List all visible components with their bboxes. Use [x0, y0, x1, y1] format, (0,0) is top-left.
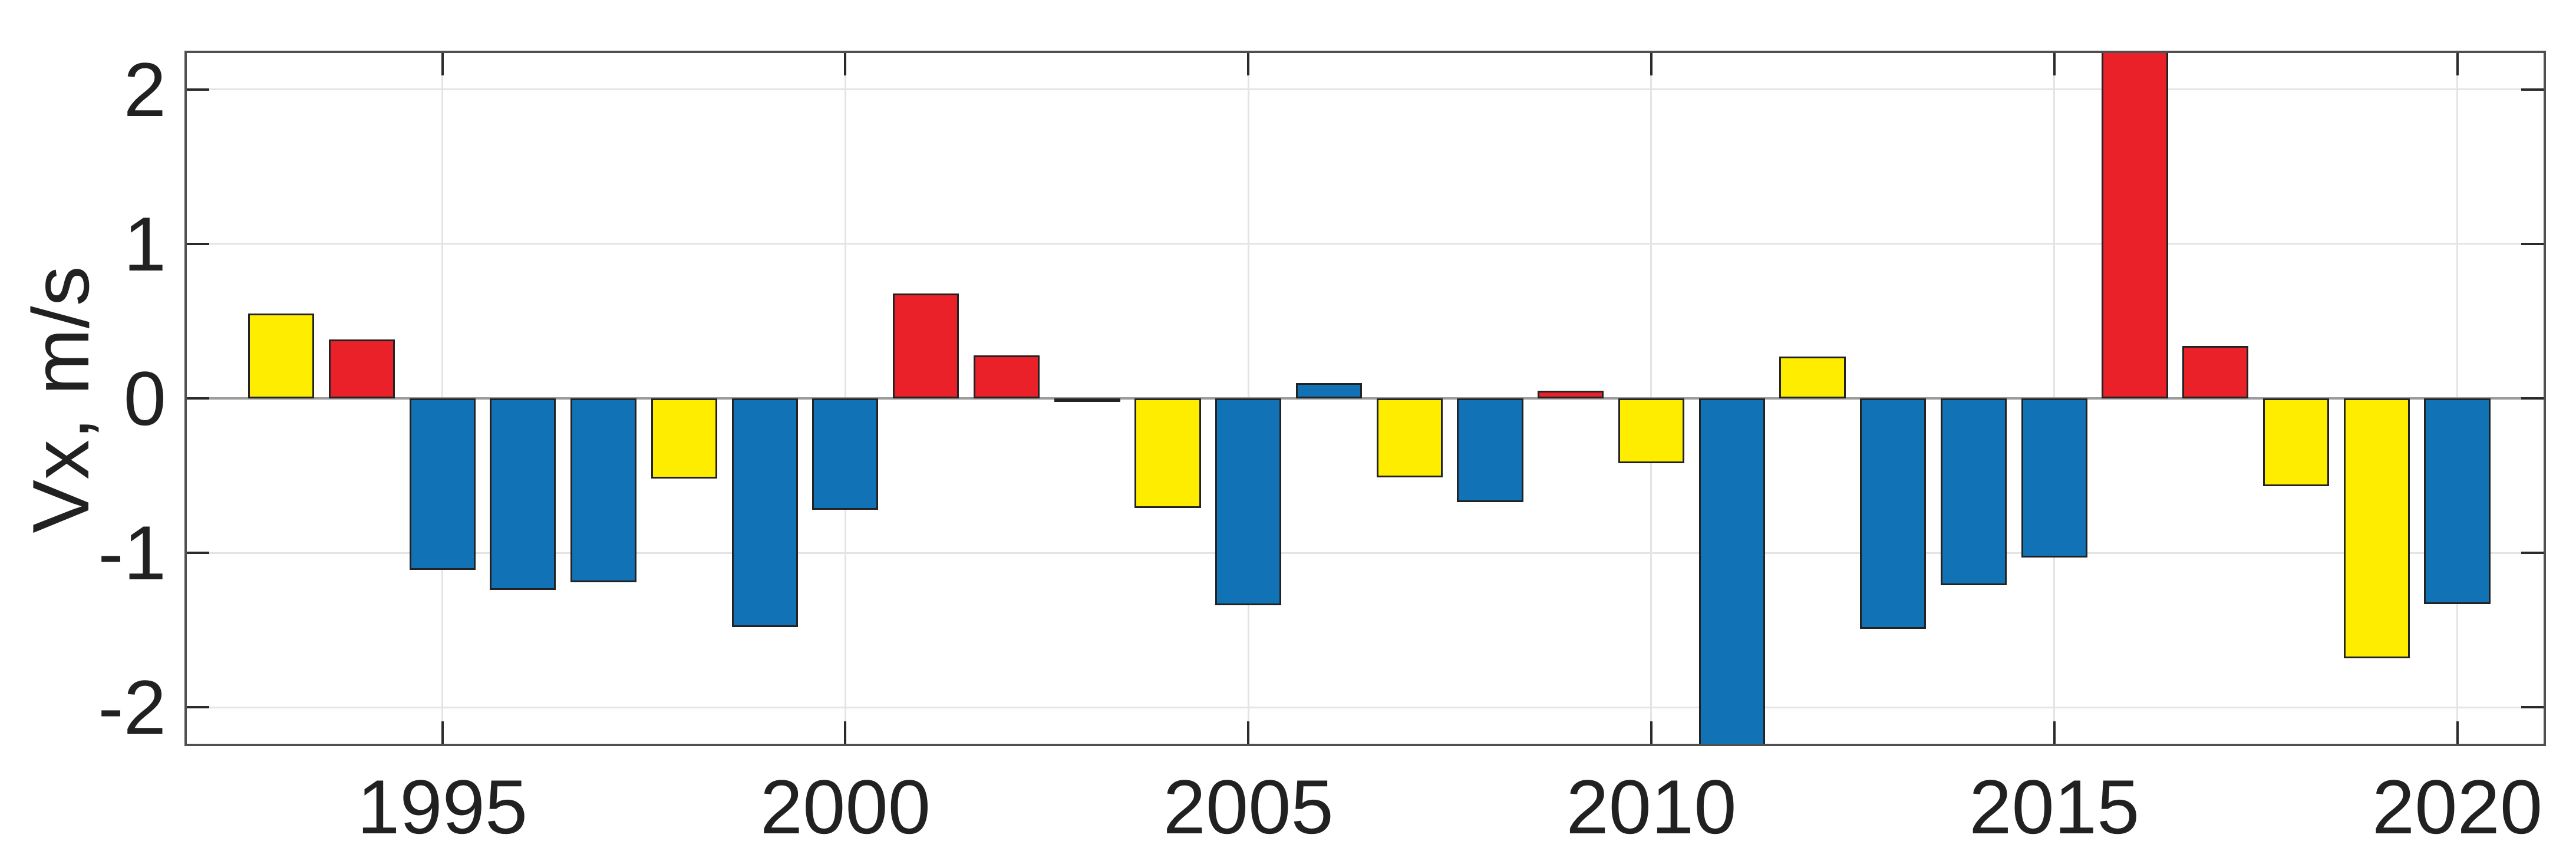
bar-1994: [328, 339, 395, 398]
bar-2012: [1779, 357, 1846, 398]
y-tick-mark-left: [184, 706, 209, 709]
h-gridline: [184, 88, 2546, 91]
y-tick-label: -1: [98, 510, 166, 596]
zero-baseline: [184, 397, 2546, 400]
bar-2001: [893, 293, 959, 398]
y-tick-label: 0: [123, 355, 166, 441]
bar-2011: [1698, 398, 1765, 746]
plot-area: [184, 51, 2546, 746]
y-tick-label: 1: [123, 200, 166, 287]
x-tick-label: 2010: [1566, 764, 1737, 850]
y-tick-label: -2: [98, 664, 166, 751]
x-tick-label: 2000: [760, 764, 931, 850]
bar-2018: [2262, 398, 2330, 487]
bar-1996: [490, 398, 556, 591]
x-tick-mark-top: [1247, 51, 1250, 75]
bar-2008: [1457, 398, 1523, 502]
x-tick-mark-top: [1650, 51, 1653, 75]
y-tick-mark-left: [184, 88, 209, 91]
y-tick-mark-left: [184, 552, 209, 555]
bar-2013: [1860, 398, 1927, 629]
x-tick-mark-bottom: [441, 721, 444, 746]
bar-2002: [973, 355, 1040, 398]
bar-1993: [248, 313, 315, 398]
bar-2007: [1376, 398, 1443, 477]
y-tick-label: 2: [123, 46, 166, 133]
x-tick-label: 2005: [1163, 764, 1334, 850]
y-tick-mark-right: [2521, 706, 2546, 709]
x-tick-mark-top: [2456, 51, 2459, 75]
bar-2004: [1134, 398, 1201, 509]
bar-1997: [570, 398, 637, 583]
bar-1999: [731, 398, 798, 628]
bar-2005: [1215, 398, 1282, 606]
h-gridline: [184, 552, 2546, 554]
bar-2020: [2424, 398, 2491, 604]
y-tick-mark-right: [2521, 552, 2546, 555]
x-tick-mark-bottom: [844, 721, 847, 746]
h-gridline: [184, 706, 2546, 708]
x-tick-mark-bottom: [2456, 721, 2459, 746]
y-tick-mark-right: [2521, 242, 2546, 245]
x-tick-mark-bottom: [1247, 721, 1250, 746]
x-tick-label: 2015: [1969, 764, 2140, 850]
bar-2010: [1618, 398, 1685, 464]
bar-1998: [651, 398, 717, 479]
bar-2014: [1940, 398, 2007, 586]
bar-2017: [2182, 345, 2249, 398]
y-tick-mark-left: [184, 242, 209, 245]
bar-2009: [1538, 390, 1604, 398]
x-tick-mark-bottom: [2053, 721, 2056, 746]
x-tick-mark-top: [844, 51, 847, 75]
y-tick-mark-left: [184, 397, 209, 400]
bar-1995: [409, 398, 476, 570]
bar-2019: [2343, 398, 2410, 658]
y-tick-mark-right: [2521, 397, 2546, 400]
h-gridline: [184, 243, 2546, 245]
x-tick-mark-bottom: [1650, 721, 1653, 746]
x-tick-label: 2020: [2371, 764, 2543, 850]
y-tick-mark-right: [2521, 88, 2546, 91]
bar-2006: [1295, 382, 1363, 398]
bar-2000: [812, 398, 879, 510]
x-tick-mark-top: [441, 51, 444, 75]
bar-2016: [2102, 51, 2168, 398]
x-tick-mark-top: [2053, 51, 2056, 75]
bar-2015: [2021, 398, 2087, 558]
bar-2003: [1054, 398, 1120, 402]
x-tick-label: 1995: [357, 764, 528, 850]
